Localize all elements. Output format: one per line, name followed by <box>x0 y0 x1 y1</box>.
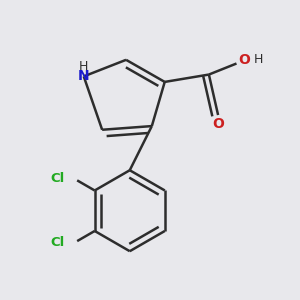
Text: O: O <box>238 53 250 67</box>
Text: O: O <box>212 117 224 131</box>
Text: Cl: Cl <box>50 236 64 249</box>
Text: H: H <box>79 60 88 73</box>
Text: Cl: Cl <box>50 172 64 185</box>
Text: N: N <box>78 69 90 83</box>
Text: H: H <box>254 53 263 66</box>
